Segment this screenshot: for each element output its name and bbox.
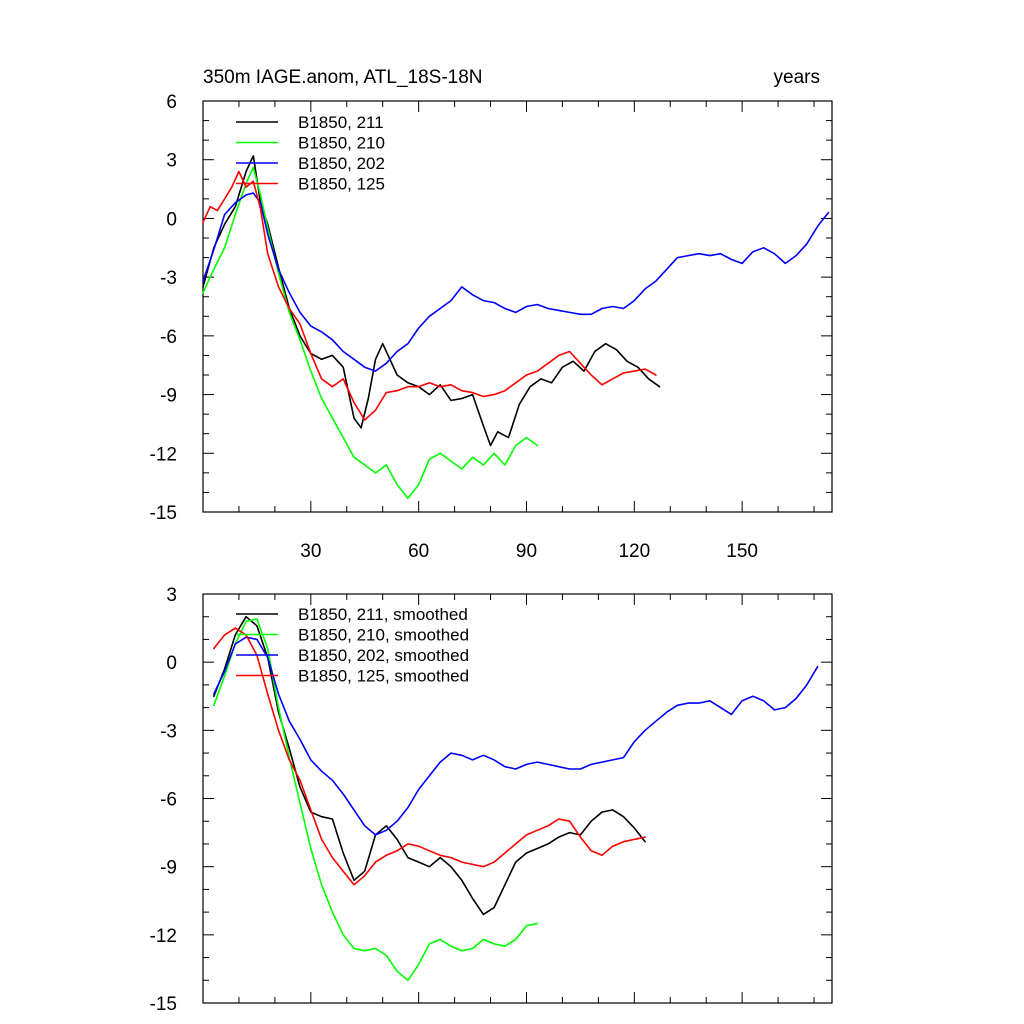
bottom-panel: 3 0 -3 -6 -9 -12 -15 B1850, 211, smoothed B1850,… [150, 585, 833, 1015]
top-panel: 350m IAGE.anom, ATL_18S-18N years 630-3-… [150, 67, 833, 562]
top-y-tick-label: -15 [150, 503, 177, 524]
top-series-line-1 [202, 166, 539, 500]
top-series-line-0 [202, 155, 661, 447]
bottom-plot-area: 3 0 -3 -6 -9 -12 -15 B1850, 211, smoothed B1850,… [150, 585, 833, 1015]
bottom-series-line-2 [213, 636, 819, 836]
bottom-legend-label-0: B1850, 211, smoothed [298, 605, 468, 624]
bottom-legend-label-3: B1850, 125, smoothed [298, 667, 469, 686]
top-y-tick-label: 6 [166, 92, 177, 113]
bottom-series-line-0 [213, 615, 646, 916]
bottom-y-tick-label: 0 [166, 653, 177, 674]
bottom-legend-label-1: B1850, 210, smoothed [298, 626, 469, 645]
top-y-tick-label: 3 [166, 151, 177, 172]
top-x-tick-label: 90 [516, 541, 537, 562]
top-panel-units-label: years [774, 67, 820, 88]
top-y-tick-label: 0 [166, 209, 177, 230]
bottom-y-tick-label: -12 [150, 926, 177, 947]
bottom-y-tick-label: -15 [150, 994, 177, 1015]
top-series-line-2 [202, 192, 830, 372]
top-x-tick-label: 60 [408, 541, 429, 562]
top-y-tick-label: -12 [150, 444, 177, 465]
bottom-legend-label-2: B1850, 202, smoothed [298, 646, 469, 665]
top-x-tick-label: 150 [726, 541, 758, 562]
top-legend-label-1: B1850, 210 [298, 134, 385, 153]
bottom-y-tick-label: -3 [160, 721, 177, 742]
top-legend-label-2: B1850, 202 [298, 154, 385, 173]
top-plot-frame [202, 100, 833, 513]
top-y-tick-label: -6 [160, 327, 177, 348]
top-legend-label-3: B1850, 125 [298, 175, 385, 194]
top-legend-label-0: B1850, 211 [298, 113, 384, 132]
bottom-series-line-3 [213, 627, 646, 886]
top-x-tick-label: 120 [618, 541, 650, 562]
bottom-series-line-1 [213, 618, 539, 982]
top-x-tick-label: 30 [300, 541, 321, 562]
top-panel-title: 350m IAGE.anom, ATL_18S-18N [203, 67, 483, 88]
top-series-line-3 [202, 170, 657, 421]
bottom-y-tick-label: -6 [160, 790, 177, 811]
bottom-y-tick-label: -9 [160, 858, 177, 879]
top-y-tick-label: -9 [160, 386, 177, 407]
top-y-tick-label: -3 [160, 268, 177, 289]
bottom-y-tick-label: 3 [166, 585, 177, 606]
